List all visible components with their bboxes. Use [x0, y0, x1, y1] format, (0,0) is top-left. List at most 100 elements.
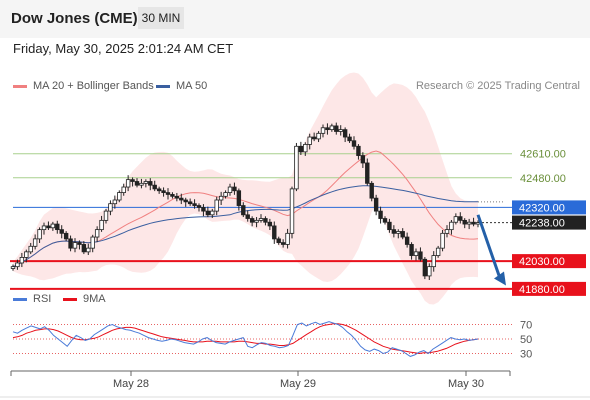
- candle-body: [214, 199, 219, 212]
- candle-body: [134, 181, 140, 186]
- last-price-tag: [512, 215, 586, 230]
- candle-body: [409, 244, 414, 256]
- candle-body: [196, 205, 202, 208]
- candle-body: [165, 192, 171, 195]
- candle-body: [254, 219, 259, 223]
- candle-body: [422, 258, 428, 277]
- candle-body: [365, 162, 370, 184]
- candle-body: [458, 216, 463, 221]
- candle-body: [130, 179, 135, 182]
- candle-body: [444, 229, 450, 234]
- candle-body: [121, 186, 126, 193]
- candle-body: [316, 132, 321, 140]
- candle-body: [289, 188, 295, 234]
- rsi-line: [12, 321, 479, 357]
- candle-body: [72, 242, 78, 249]
- candle-body: [32, 238, 38, 247]
- level-tag-42030: [512, 254, 586, 269]
- candle-body: [50, 223, 56, 229]
- candle-body: [174, 195, 180, 199]
- candle-body: [311, 136, 317, 140]
- candle-body: [205, 210, 211, 216]
- candle-body: [103, 210, 109, 221]
- rsi-panel: 70 50 30: [12, 320, 532, 361]
- candle-body: [192, 203, 197, 206]
- level-labels: 42610.00 42480.00 42320.00 42238.00 42030.00…: [512, 149, 586, 296]
- candle-body: [360, 155, 366, 164]
- candle-body: [334, 125, 339, 132]
- candle-body: [152, 184, 157, 190]
- candle-body: [139, 182, 144, 186]
- arrow-shaft: [476, 214, 501, 276]
- legend-rsi-label: RSI: [33, 293, 52, 305]
- candle-body: [263, 218, 268, 223]
- candle-body: [418, 251, 423, 260]
- bollinger-bands: [13, 72, 478, 305]
- candle-body: [435, 247, 441, 256]
- rsi-swatch: [13, 297, 27, 301]
- level-label-41880: 41880.00: [519, 284, 565, 296]
- last-price-label: 42238.00: [519, 218, 565, 230]
- level-tag-41880: [512, 281, 586, 296]
- candle-body: [63, 232, 69, 240]
- candle-body: [356, 145, 361, 156]
- legend-9ma: 9MA: [63, 293, 106, 305]
- price-levels: [10, 153, 512, 290]
- candle-body: [347, 136, 352, 142]
- candle-body: [396, 231, 401, 234]
- candle-body: [387, 221, 392, 231]
- x-tick-label: May 28: [113, 378, 149, 390]
- candle-body: [258, 218, 264, 221]
- candle-body: [223, 192, 228, 197]
- ma9-swatch: [63, 297, 77, 301]
- candle-body: [108, 203, 113, 212]
- candle-body: [382, 218, 388, 223]
- candle-body: [272, 225, 277, 240]
- legend-ma50-label: MA 50: [176, 80, 208, 92]
- candle-body: [449, 221, 454, 231]
- timeframe-button[interactable]: 30 MIN: [138, 7, 184, 29]
- candle-body: [15, 262, 20, 268]
- credit-text: Research © 2025 Trading Central: [415, 80, 580, 92]
- candle-body: [86, 247, 91, 253]
- candle-body: [294, 145, 299, 190]
- candle-body: [351, 140, 357, 147]
- candle-body: [373, 197, 379, 212]
- candle-body: [59, 229, 64, 234]
- candle-body: [112, 199, 118, 205]
- candle-body: [413, 251, 419, 256]
- candle-body: [466, 221, 472, 225]
- candle-body: [245, 214, 250, 219]
- candle-body: [280, 242, 286, 245]
- candle-body: [391, 229, 397, 234]
- timestamp: Friday, May 30, 2025 2:01:24 AM CET: [13, 41, 234, 56]
- candle-body: [400, 231, 405, 238]
- rsi-tick-70: 70: [520, 320, 532, 332]
- candle-body: [227, 186, 233, 193]
- candle-body: [249, 218, 255, 223]
- candle-body: [117, 192, 122, 201]
- candle-body: [218, 195, 224, 201]
- candle-body: [320, 127, 326, 134]
- candle-body: [183, 199, 188, 203]
- header-bar: Dow Jones (CME) 30 MIN: [0, 0, 590, 38]
- arrow-head: [494, 271, 506, 286]
- candle-body: [125, 179, 131, 188]
- legend-ma50: MA 50: [156, 80, 207, 92]
- x-tick-label: May 29: [280, 378, 316, 390]
- candle-body: [161, 190, 166, 193]
- candle-body: [232, 186, 237, 192]
- candle-body: [325, 127, 330, 131]
- bollinger-band-area: [13, 72, 478, 305]
- candle-body: [28, 245, 33, 253]
- candle-body: [462, 219, 467, 225]
- candle-body: [37, 229, 42, 240]
- candle-body: [285, 232, 290, 245]
- candle-body: [298, 145, 304, 153]
- candle-body: [303, 144, 308, 153]
- level-label-42480: 42480.00: [520, 173, 566, 185]
- candle-body: [143, 181, 149, 184]
- ma50-line: [12, 185, 478, 268]
- candle-body: [41, 225, 47, 231]
